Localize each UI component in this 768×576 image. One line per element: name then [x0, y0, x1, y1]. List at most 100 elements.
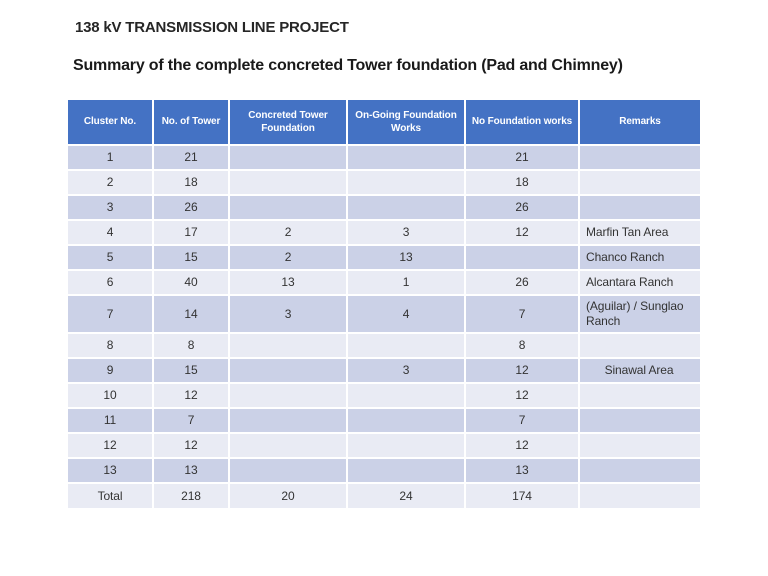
- table-cell: 13: [152, 457, 230, 484]
- table-row: 1 21 21: [66, 144, 702, 171]
- table-cell: 8: [152, 332, 230, 359]
- table-cell: 10: [66, 382, 154, 409]
- table-cell: [228, 382, 348, 409]
- table-cell: 21: [152, 144, 230, 171]
- table-cell-remarks: [578, 432, 702, 459]
- table-cell-remarks: (Aguilar) / Sunglao Ranch: [578, 294, 702, 334]
- table-cell: [464, 244, 580, 271]
- col-header-concreted-foundation: Concreted Tower Foundation: [228, 98, 348, 146]
- table-cell: [346, 407, 466, 434]
- table-cell: 8: [66, 332, 154, 359]
- table-cell: [346, 332, 466, 359]
- foundation-summary-table: Cluster No. No. of Tower Concreted Tower…: [66, 98, 702, 510]
- table-cell: 9: [66, 357, 154, 384]
- total-ongoing-cell: 24: [346, 482, 466, 510]
- table-cell: 13: [228, 269, 348, 296]
- table-cell: 12: [464, 357, 580, 384]
- table-cell-remarks: [578, 382, 702, 409]
- table-cell: 15: [152, 244, 230, 271]
- table-cell: 3: [346, 219, 466, 246]
- table-cell: 4: [66, 219, 154, 246]
- table-row: 11 7 7: [66, 407, 702, 434]
- table-cell: [228, 194, 348, 221]
- table-cell: 4: [346, 294, 466, 334]
- table-cell: [346, 382, 466, 409]
- table-row: 8 8 8: [66, 332, 702, 359]
- table-cell: 7: [464, 294, 580, 334]
- table-cell: 13: [464, 457, 580, 484]
- table-cell: 2: [228, 219, 348, 246]
- total-towers-cell: 218: [152, 482, 230, 510]
- table-row: 2 18 18: [66, 169, 702, 196]
- table-cell-remarks: [578, 144, 702, 171]
- table-cell-remarks: [578, 194, 702, 221]
- table-cell: 21: [464, 144, 580, 171]
- total-no-foundation-cell: 174: [464, 482, 580, 510]
- table-cell: 12: [152, 432, 230, 459]
- table-cell: 1: [346, 269, 466, 296]
- table-cell: [228, 144, 348, 171]
- table-cell: [346, 144, 466, 171]
- table-cell: 18: [152, 169, 230, 196]
- total-label-cell: Total: [66, 482, 154, 510]
- table-cell: 14: [152, 294, 230, 334]
- table-cell: 40: [152, 269, 230, 296]
- table-cell: 26: [464, 269, 580, 296]
- table-cell-remarks: [578, 407, 702, 434]
- table-cell: 11: [66, 407, 154, 434]
- col-header-cluster-no: Cluster No.: [66, 98, 154, 146]
- table-row: 7 14 3 4 7 (Aguilar) / Sunglao Ranch: [66, 294, 702, 334]
- col-header-no-foundation-works: No Foundation works: [464, 98, 580, 146]
- table-total-row: Total 218 20 24 174: [66, 482, 702, 510]
- total-concreted-cell: 20: [228, 482, 348, 510]
- table-cell: 5: [66, 244, 154, 271]
- table-cell-remarks: Marfin Tan Area: [578, 219, 702, 246]
- table-cell-remarks: [578, 169, 702, 196]
- table-header-row: Cluster No. No. of Tower Concreted Tower…: [66, 98, 702, 146]
- col-header-remarks: Remarks: [578, 98, 702, 146]
- table-cell-remarks: Chanco Ranch: [578, 244, 702, 271]
- table-cell: [228, 169, 348, 196]
- table-row: 6 40 13 1 26 Alcantara Ranch: [66, 269, 702, 296]
- table-cell-remarks: Alcantara Ranch: [578, 269, 702, 296]
- table-cell: 2: [66, 169, 154, 196]
- table-cell-remarks: [578, 457, 702, 484]
- table-row: 12 12 12: [66, 432, 702, 459]
- table-cell: [346, 169, 466, 196]
- table-cell: 12: [464, 382, 580, 409]
- table-cell: 17: [152, 219, 230, 246]
- col-header-no-of-tower: No. of Tower: [152, 98, 230, 146]
- table-cell: 7: [66, 294, 154, 334]
- table-row: 13 13 13: [66, 457, 702, 484]
- table-row: 5 15 2 13 Chanco Ranch: [66, 244, 702, 271]
- table-row: 3 26 26: [66, 194, 702, 221]
- table-cell: [228, 332, 348, 359]
- table-cell: 12: [66, 432, 154, 459]
- table-cell: 6: [66, 269, 154, 296]
- table-cell: 8: [464, 332, 580, 359]
- table-row: 10 12 12: [66, 382, 702, 409]
- table-cell: 7: [152, 407, 230, 434]
- table-cell: [346, 432, 466, 459]
- page-title: 138 kV TRANSMISSION LINE PROJECT: [75, 19, 349, 36]
- table-row: 4 17 2 3 12 Marfin Tan Area: [66, 219, 702, 246]
- table-cell: 15: [152, 357, 230, 384]
- table-cell: 3: [346, 357, 466, 384]
- table-cell: 26: [464, 194, 580, 221]
- table-cell: 18: [464, 169, 580, 196]
- table-cell: [228, 357, 348, 384]
- total-remarks-cell: [578, 482, 702, 510]
- table-cell: [228, 457, 348, 484]
- table-cell: 1: [66, 144, 154, 171]
- table-cell: [346, 194, 466, 221]
- table-cell: [228, 407, 348, 434]
- table-cell: 13: [66, 457, 154, 484]
- table-cell: 26: [152, 194, 230, 221]
- table-cell: 12: [152, 382, 230, 409]
- table-cell: 13: [346, 244, 466, 271]
- table-cell: 2: [228, 244, 348, 271]
- table-cell: 12: [464, 219, 580, 246]
- table-cell: 12: [464, 432, 580, 459]
- col-header-ongoing-works: On-Going Foundation Works: [346, 98, 466, 146]
- table-cell-remarks: [578, 332, 702, 359]
